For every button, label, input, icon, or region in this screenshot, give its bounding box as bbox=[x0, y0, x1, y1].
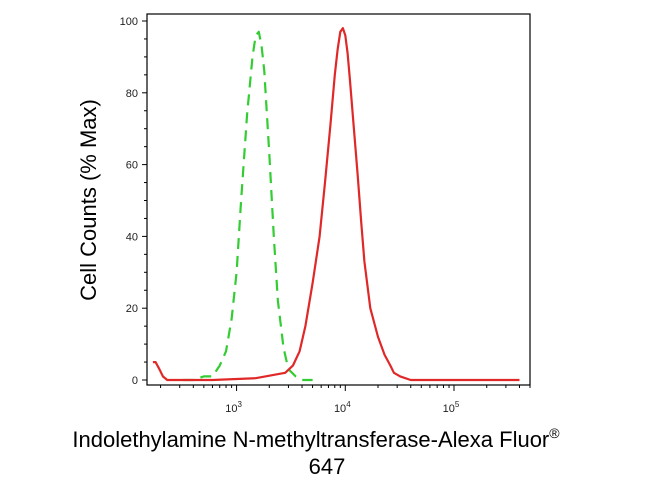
y-tick-label: 40 bbox=[126, 231, 138, 243]
plot-area-frame bbox=[146, 13, 531, 386]
x-axis-ticks: 103 104 105 bbox=[160, 385, 531, 415]
y-tick-label: 60 bbox=[126, 160, 138, 172]
x-axis-label-superscript: ® bbox=[549, 425, 560, 441]
histogram-series-1 bbox=[182, 30, 313, 382]
x-axis-label: Indolethylamine N-methyltransferase-Alex… bbox=[72, 425, 560, 452]
x-tick-label: 105 bbox=[443, 400, 460, 415]
x-tick-label: 103 bbox=[225, 400, 242, 415]
x-tick-label: 104 bbox=[334, 400, 351, 415]
y-tick-label: 0 bbox=[132, 375, 138, 387]
y-tick-label: 20 bbox=[126, 303, 138, 315]
x-axis-label-text: Indolethylamine N-methyltransferase-Alex… bbox=[72, 427, 549, 452]
y-tick-label: 80 bbox=[126, 88, 138, 100]
histogram-series-2 bbox=[152, 27, 520, 382]
y-axis-ticks: 0 20 40 60 80 100 bbox=[120, 16, 147, 387]
y-tick-label: 100 bbox=[120, 16, 138, 28]
x-axis-label-line2: 647 bbox=[309, 454, 346, 479]
y-axis-label: Cell Counts (% Max) bbox=[76, 99, 101, 301]
histogram-series bbox=[152, 27, 520, 382]
